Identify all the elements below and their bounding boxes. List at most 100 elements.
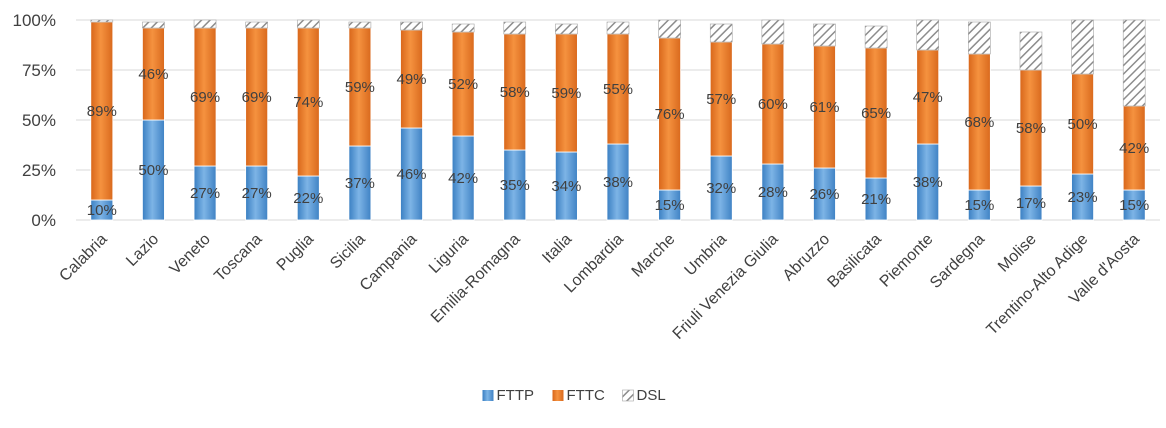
y-tick-label: 50% [22, 111, 56, 130]
data-label-fttc-17: 68% [964, 114, 994, 131]
x-tick-label: Emilia-Romagna [428, 231, 524, 327]
legend-swatch [482, 390, 494, 401]
bar-dsl-13 [761, 19, 785, 45]
x-tick-label: Veneto [167, 231, 214, 278]
x-tick-label: Lazio [123, 231, 162, 270]
data-label-fttc-14: 61% [809, 99, 839, 116]
bar-dsl-8 [503, 21, 527, 35]
data-label-fttp-12: 32% [706, 180, 736, 197]
data-label-fttp-10: 38% [603, 174, 633, 191]
bar-dsl-9 [555, 23, 578, 35]
bar-dsl-20 [1122, 19, 1146, 107]
legend-swatch [552, 390, 564, 401]
data-label-fttc-15: 65% [861, 105, 891, 122]
legend-label: FTTP [497, 387, 535, 404]
bar-dsl-12 [709, 23, 733, 43]
bar-dsl-19 [1071, 19, 1094, 75]
data-label-fttc-18: 58% [1016, 120, 1046, 137]
data-label-fttp-13: 28% [758, 184, 788, 201]
y-tick-label: 25% [22, 161, 56, 180]
x-tick-label: Trentino-Alto Adige [984, 231, 1092, 339]
bar-dsl-18 [1019, 31, 1043, 71]
data-label-fttp-4: 22% [293, 190, 323, 207]
bar-dsl-11 [658, 19, 681, 39]
data-label-fttc-13: 60% [758, 96, 788, 113]
y-tick-label: 75% [22, 61, 56, 80]
data-label-fttp-2: 27% [190, 185, 220, 202]
x-tick-label: Liguria [426, 231, 472, 277]
data-label-fttp-9: 34% [551, 178, 581, 195]
data-label-fttp-3: 27% [242, 185, 272, 202]
data-label-fttp-0: 10% [87, 202, 117, 219]
data-label-fttp-8: 35% [500, 177, 530, 194]
bar-dsl-4 [296, 19, 320, 29]
y-axis: 0% 25% 50% 75% 100% [13, 11, 56, 230]
x-tick-label: Umbria [682, 231, 731, 280]
data-label-fttc-19: 50% [1068, 116, 1098, 133]
data-label-fttc-5: 59% [345, 79, 375, 96]
data-label-fttp-15: 21% [861, 191, 891, 208]
x-tick-label: Sardegna [927, 231, 988, 292]
data-label-fttc-8: 58% [500, 84, 530, 101]
data-label-fttc-12: 57% [706, 91, 736, 108]
data-label-fttc-20: 42% [1119, 140, 1149, 157]
legend-item-fttc: FTTC [552, 387, 605, 404]
data-label-fttp-7: 42% [448, 170, 478, 187]
x-tick-label: Marche [629, 231, 679, 281]
legend-label: FTTC [567, 387, 605, 404]
data-label-fttc-6: 49% [397, 71, 427, 88]
data-label-fttp-6: 46% [397, 166, 427, 183]
x-tick-label: Basilicata [824, 231, 885, 292]
x-tick-label: Toscana [211, 231, 265, 285]
y-tick-label: 0% [31, 211, 56, 230]
data-label-fttc-2: 69% [190, 89, 220, 106]
bar-dsl-16 [916, 19, 940, 51]
x-tick-label: Molise [995, 231, 1040, 276]
bar-dsl-10 [606, 21, 630, 35]
legend-item-fttp: FTTP [482, 387, 535, 404]
data-label-fttc-16: 47% [913, 89, 943, 106]
bar-dsl-3 [245, 21, 268, 29]
data-label-fttp-5: 37% [345, 175, 375, 192]
bar-dsl-5 [348, 21, 372, 29]
data-label-fttc-9: 59% [551, 85, 581, 102]
data-label-fttc-10: 55% [603, 81, 633, 98]
data-label-fttp-18: 17% [1016, 195, 1046, 212]
data-label-fttp-19: 23% [1068, 189, 1098, 206]
data-label-fttc-7: 52% [448, 76, 478, 93]
bar-dsl-15 [864, 25, 888, 49]
x-tick-label: Campania [357, 231, 421, 295]
data-label-fttc-4: 74% [293, 94, 323, 111]
data-label-fttp-17: 15% [964, 197, 994, 214]
data-label-fttc-3: 69% [242, 89, 272, 106]
bar-dsl-6 [400, 21, 423, 31]
data-label-fttc-1: 46% [138, 66, 168, 83]
data-label-fttp-11: 15% [655, 197, 685, 214]
x-tick-label: Italia [539, 231, 575, 267]
bars [90, 19, 1146, 221]
y-tick-label: 100% [13, 11, 56, 30]
legend-item-dsl: DSL [622, 387, 666, 404]
legend: FTTP FTTC DSL [482, 387, 666, 404]
bar-dsl-17 [968, 21, 991, 55]
data-label-fttp-16: 38% [913, 174, 943, 191]
x-tick-label: Calabria [56, 231, 110, 285]
bar-dsl-14 [813, 23, 836, 47]
data-label-fttp-1: 50% [138, 162, 168, 179]
legend-swatch [622, 389, 634, 402]
bar-dsl-1 [142, 21, 165, 29]
data-label-fttc-0: 89% [87, 103, 117, 120]
legend-label: DSL [637, 387, 666, 404]
x-tick-label: Abruzzo [780, 231, 834, 285]
x-tick-label: Friuli Venezia Giulia [670, 231, 782, 343]
data-label-fttc-11: 76% [655, 106, 685, 123]
x-tick-label: Sicilia [327, 231, 369, 273]
bar-dsl-7 [451, 23, 475, 33]
x-tick-label: Puglia [274, 231, 318, 275]
data-label-fttp-20: 15% [1119, 197, 1149, 214]
bar-dsl-0 [90, 19, 114, 23]
bar-dsl-2 [193, 19, 217, 29]
